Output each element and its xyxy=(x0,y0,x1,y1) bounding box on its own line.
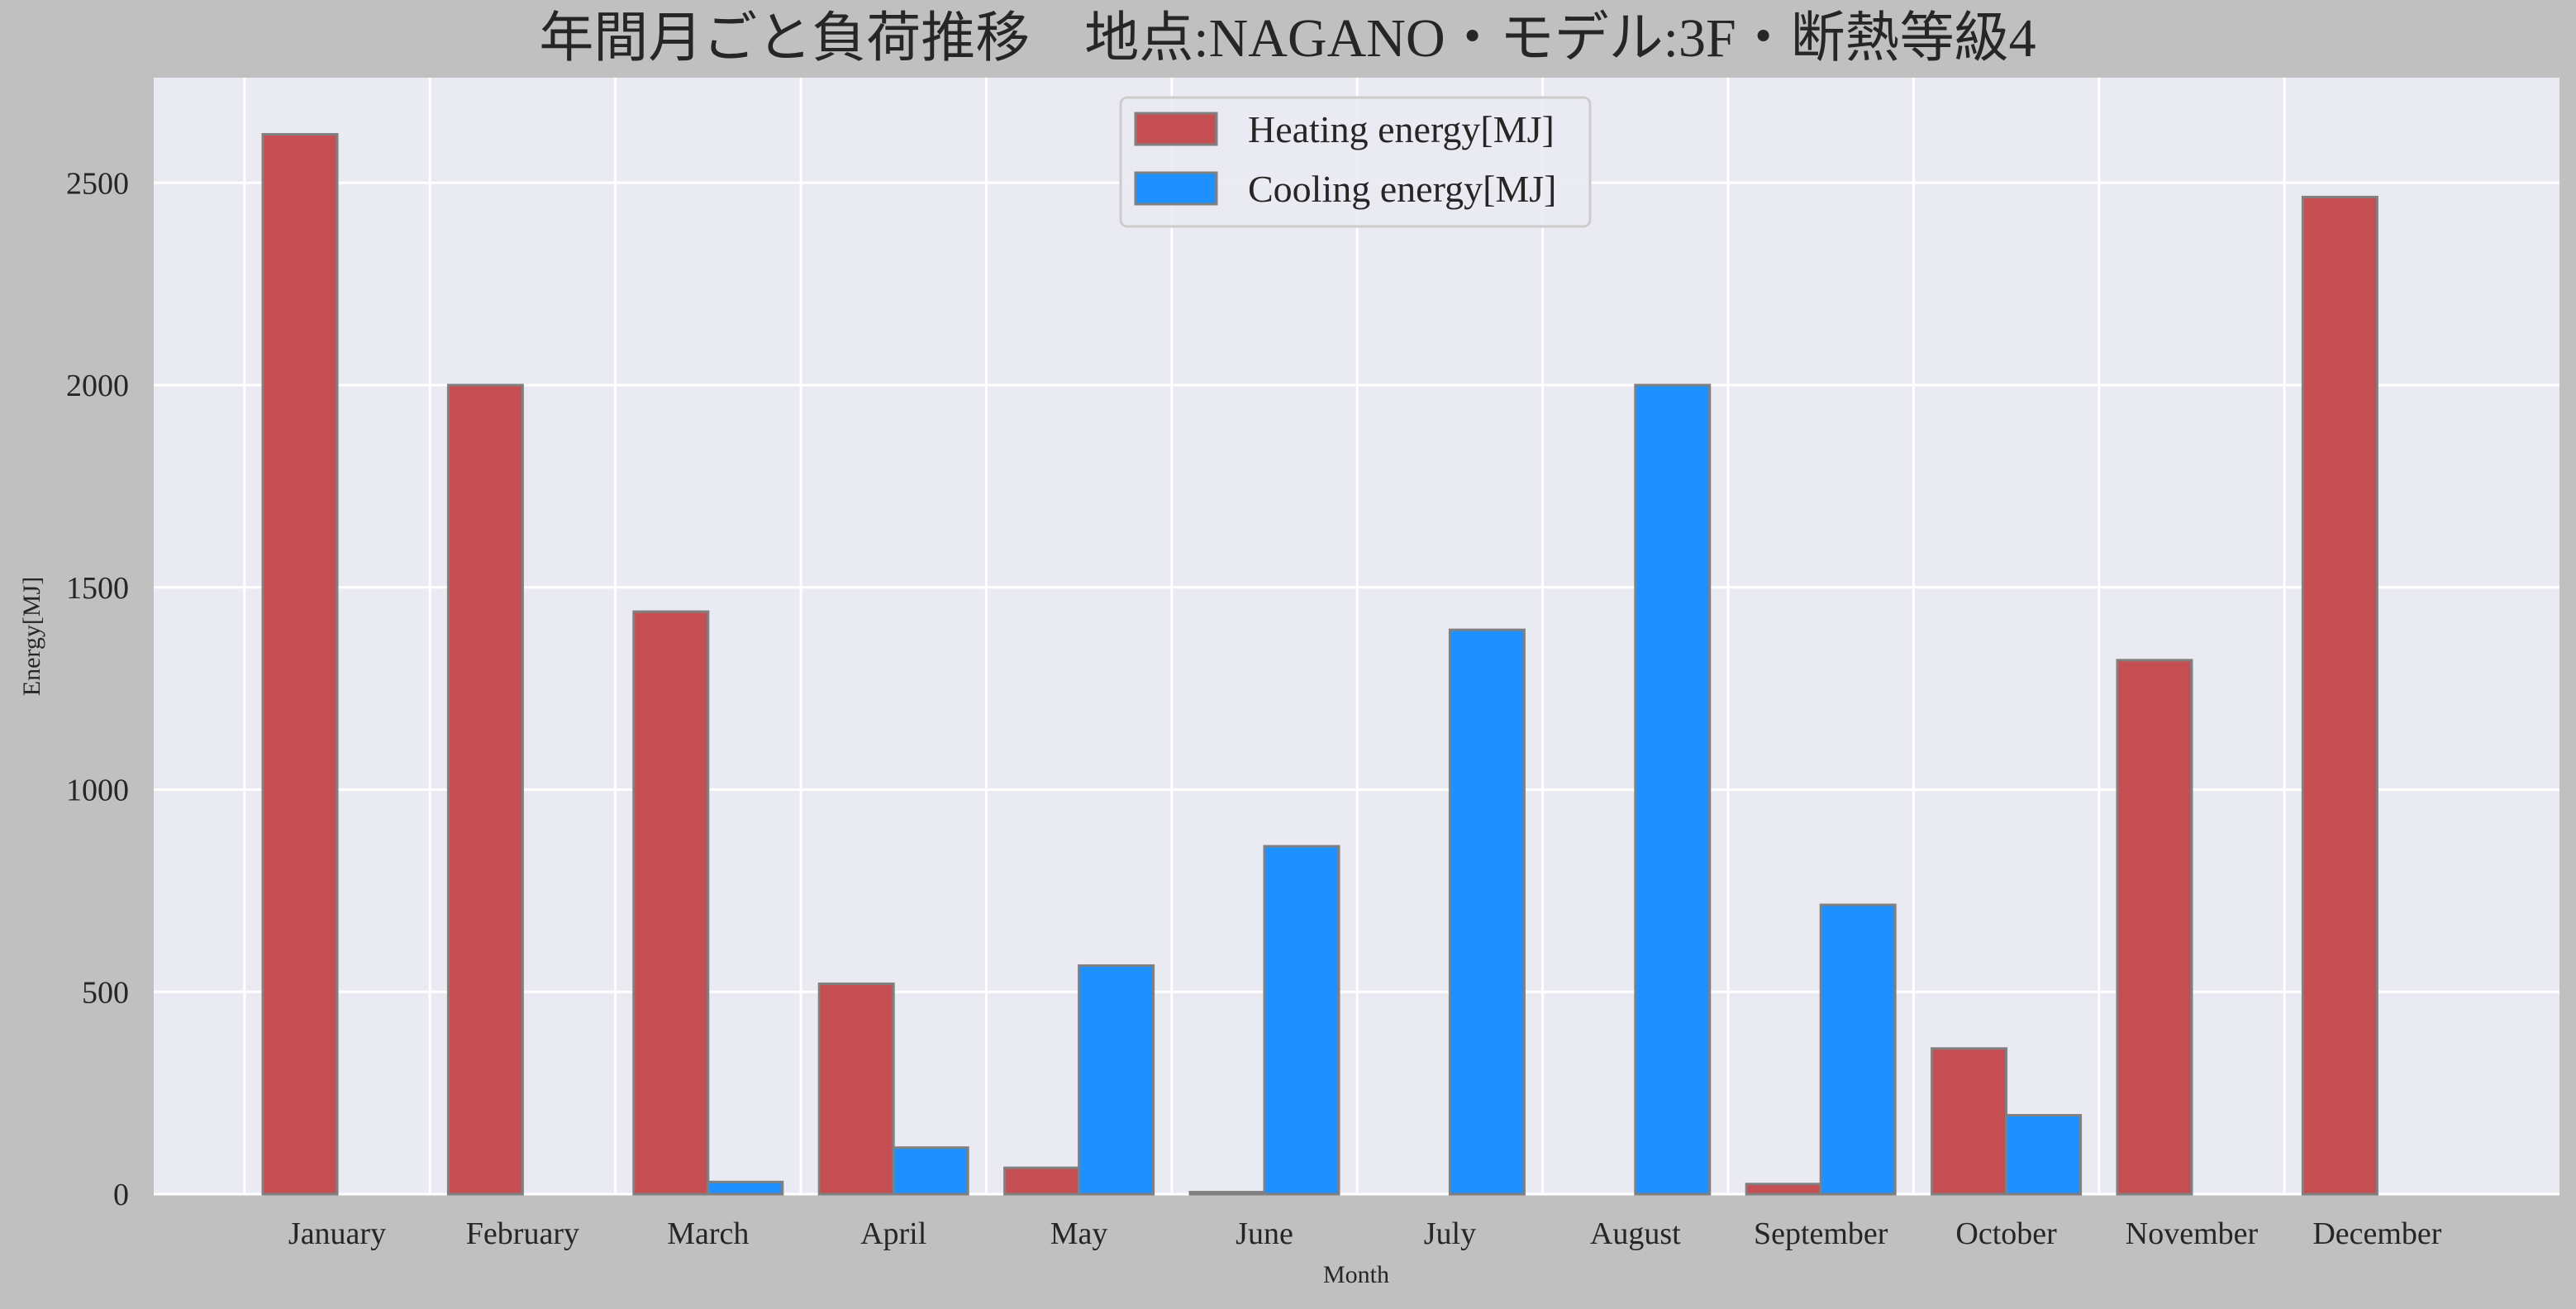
heating-bar-february xyxy=(446,383,524,1196)
y-tick-label: 1500 xyxy=(66,571,129,606)
legend-swatch-cooling xyxy=(1134,171,1218,206)
y-axis-ticks: 0 500 1000 1500 2000 2500 xyxy=(66,166,129,1212)
x-tick-label: September xyxy=(1754,1216,1888,1251)
x-tick-label: April xyxy=(860,1216,926,1251)
cooling-bar-may xyxy=(1078,964,1155,1196)
grid-lines xyxy=(154,78,2559,1196)
y-tick-label: 2000 xyxy=(66,369,129,403)
y-tick-label: 500 xyxy=(82,975,129,1010)
y-tick-label: 0 xyxy=(113,1178,129,1212)
heating-bar-october xyxy=(1931,1047,2008,1196)
y-tick-label: 2500 xyxy=(66,166,129,201)
x-axis-label: Month xyxy=(1323,1261,1389,1288)
cooling-bar-april xyxy=(892,1146,969,1196)
x-tick-label: March xyxy=(667,1216,749,1251)
x-tick-label: February xyxy=(466,1216,579,1251)
cooling-bar-march xyxy=(707,1180,784,1196)
cooling-bar-july xyxy=(1448,628,1526,1196)
x-tick-label: July xyxy=(1424,1216,1476,1251)
heating-bar-june xyxy=(1188,1191,1266,1196)
y-axis-label: Energy[MJ] xyxy=(18,577,45,696)
x-tick-label: August xyxy=(1590,1216,1681,1251)
legend: Heating energy[MJ] Cooling energy[MJ] xyxy=(1119,96,1592,228)
x-tick-label: November xyxy=(2126,1216,2259,1251)
heating-bar-march xyxy=(632,610,710,1196)
x-tick-label: December xyxy=(2312,1216,2441,1251)
legend-label-heating: Heating energy[MJ] xyxy=(1248,108,1555,150)
heating-bar-april xyxy=(817,982,895,1196)
cooling-bar-september xyxy=(1819,903,1897,1196)
x-tick-label: October xyxy=(1955,1216,2057,1251)
legend-swatch-heating xyxy=(1134,112,1218,146)
legend-label-cooling: Cooling energy[MJ] xyxy=(1248,168,1557,210)
y-tick-label: 1000 xyxy=(66,774,129,808)
heating-bar-january xyxy=(261,133,339,1196)
heating-bar-december xyxy=(2301,195,2378,1196)
heating-bar-november xyxy=(2116,659,2193,1196)
legend-box xyxy=(1119,96,1592,228)
x-tick-label: May xyxy=(1050,1216,1108,1251)
x-tick-label: January xyxy=(288,1216,386,1251)
chart-title: 年間月ごと負荷推移 地点:NAGANO・モデル:3F・断熱等級4 xyxy=(539,8,2036,69)
cooling-bar-june xyxy=(1263,845,1340,1196)
heating-bar-september xyxy=(1745,1183,1822,1196)
x-axis-ticks: January February March April May June July Augu… xyxy=(288,1216,2442,1251)
x-tick-label: June xyxy=(1236,1216,1293,1251)
cooling-bar-october xyxy=(2005,1114,2083,1196)
bars xyxy=(261,133,2378,1196)
cooling-bar-august xyxy=(1634,383,1712,1196)
heating-bar-may xyxy=(1003,1166,1081,1196)
